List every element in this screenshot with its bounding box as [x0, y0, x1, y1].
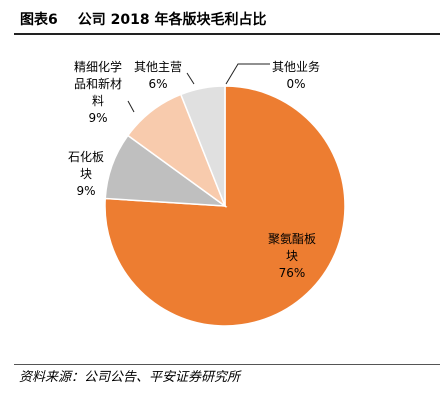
slice-value-polyurethane: 76%: [279, 266, 306, 280]
slice-name-polyurethane: 块: [286, 249, 298, 263]
slice-name-fine-chemical: 料: [92, 94, 104, 108]
slice-name-other-main: 其他主营: [134, 60, 182, 74]
slice-value-other-business: 0%: [286, 77, 305, 91]
slice-name-petrochemical: 石化板: [68, 150, 104, 164]
leader-line-other-main: [186, 72, 195, 85]
leader-line-fine-chemical: [127, 100, 135, 113]
slice-name-fine-chemical: 精细化学: [74, 59, 122, 74]
pie-slice-other-main: [179, 85, 226, 207]
slice-value-petrochemical: 9%: [76, 184, 95, 198]
slice-label-other-business: 其他业务 0%: [272, 59, 320, 91]
slice-name-other-business: 其他业务: [272, 59, 320, 74]
slice-name-polyurethane: 聚氨酯板: [268, 232, 316, 246]
figure-header: 图表6 公司 2018 年各版块毛利占比: [14, 6, 434, 32]
slice-value-other-main: 6%: [148, 77, 167, 91]
slice-name-fine-chemical: 品和新材: [74, 76, 122, 91]
slice-name-petrochemical: 块: [80, 167, 92, 181]
figure-number: 图表6: [20, 12, 58, 28]
source-note: 资料来源：公司公告、平安证券研究所: [19, 370, 241, 385]
top-rule: [14, 33, 440, 35]
leader-line-other-business: [225, 63, 270, 85]
bottom-rule: [14, 364, 440, 365]
figure-title: 公司 2018 年各版块毛利占比: [77, 12, 267, 28]
slice-label-other-main: 其他主营 6%: [134, 60, 182, 91]
slice-value-fine-chemical: 9%: [88, 111, 107, 125]
pie-slice-polyurethane: [104, 85, 346, 327]
